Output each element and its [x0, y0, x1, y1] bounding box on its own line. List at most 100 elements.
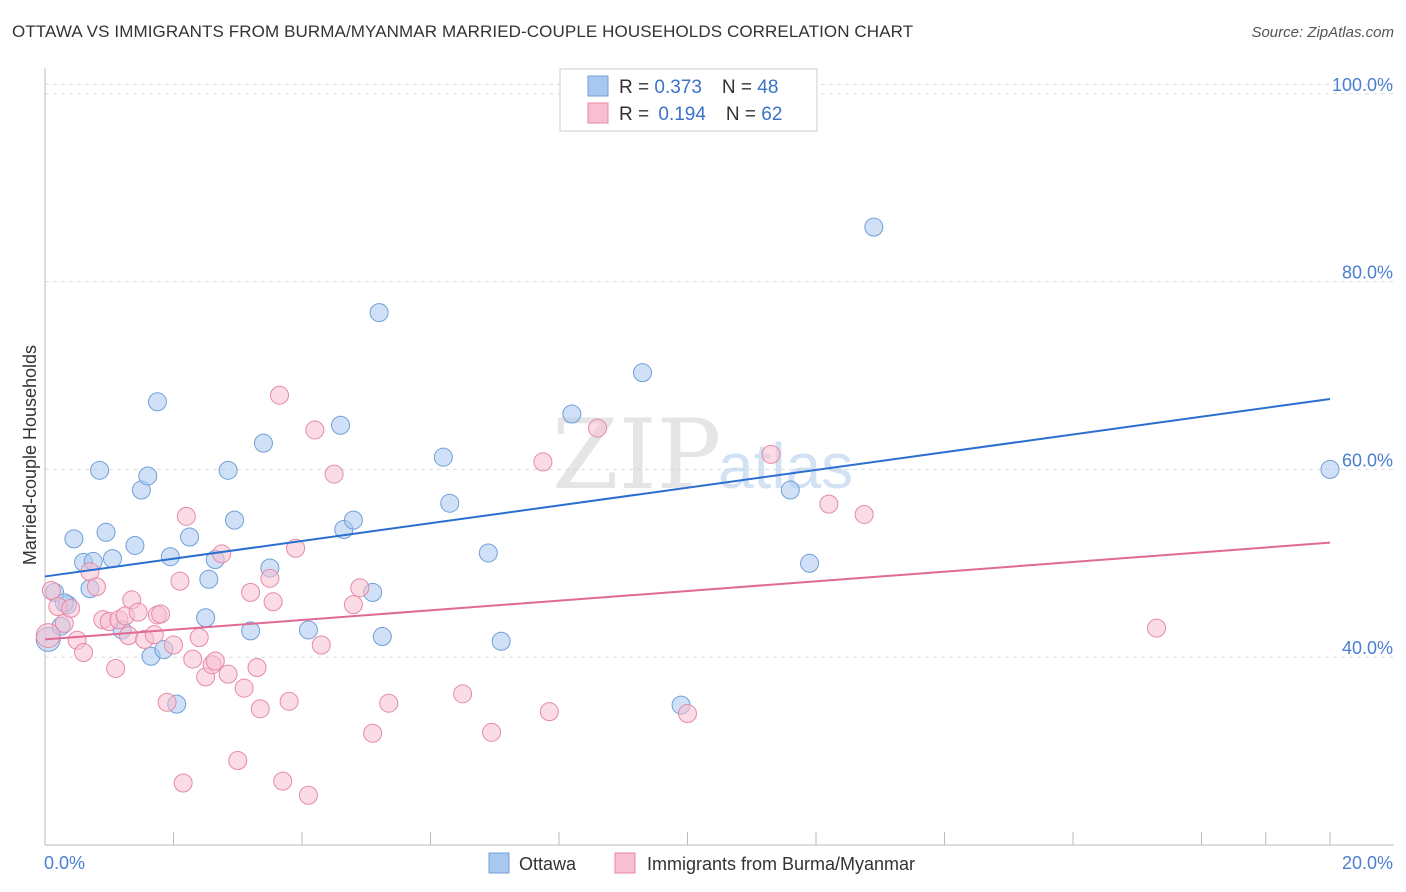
burma-point [539, 702, 559, 722]
burma-point [260, 568, 280, 588]
burma-point [1147, 618, 1167, 638]
source-credit: Source: ZipAtlas.com [1251, 24, 1394, 41]
burma-point [273, 771, 293, 791]
burma-point [482, 722, 502, 742]
burma-point [279, 691, 299, 711]
burma-point [588, 418, 608, 438]
ottawa-point [96, 522, 116, 542]
legend-swatch-ottawa [587, 75, 609, 97]
burma-point [86, 577, 106, 597]
legend-row-burma: R = 0.194 N = 62 [619, 104, 782, 125]
ottawa-point [864, 217, 884, 237]
ottawa-point [562, 404, 582, 424]
legend-r-label: R = [619, 104, 654, 125]
ottawa-point [180, 527, 200, 547]
legend-n-value: 48 [757, 77, 778, 98]
ottawa-point [218, 460, 238, 480]
burma-point [305, 420, 325, 440]
burma-point [343, 595, 363, 615]
y-tick-label: 40.0% [1342, 638, 1393, 658]
burma-point [228, 750, 248, 770]
ottawa-point [800, 553, 820, 573]
bottom-legend-swatch-ottawa [488, 852, 510, 874]
burma-point [234, 678, 254, 698]
series-burma-points [35, 385, 1167, 805]
ottawa-point [343, 510, 363, 530]
ottawa-point [298, 620, 318, 640]
ottawa-point [1320, 459, 1340, 479]
burma-point [311, 635, 331, 655]
trend-lines [44, 397, 1331, 641]
ottawa-point [225, 510, 245, 530]
legend-swatch-burma [587, 102, 609, 124]
x-axis-ticks [44, 832, 1331, 845]
y-tick-label: 100.0% [1332, 75, 1393, 95]
burma-point [218, 664, 238, 684]
burma-point [350, 578, 370, 598]
burma-point [270, 385, 290, 405]
legend-r-value: 0.373 [654, 77, 702, 98]
legend-n-value: 62 [761, 104, 782, 125]
ottawa-point [125, 535, 145, 555]
burma-point [128, 602, 148, 622]
burma-point [106, 658, 126, 678]
y-tick-label: 60.0% [1342, 450, 1393, 470]
bottom-legend-label-ottawa: Ottawa [519, 854, 577, 874]
burma-point [183, 649, 203, 669]
legend-r-label: R = [619, 77, 654, 98]
ottawa-point [780, 480, 800, 500]
burma-point [533, 452, 553, 472]
x-tick-label-min: 0.0% [44, 853, 85, 873]
burma-point [324, 464, 344, 484]
burma-point [144, 625, 164, 645]
burma-point [35, 623, 61, 649]
ottawa-point [369, 303, 389, 323]
burma-point [363, 723, 383, 743]
burma-point [41, 581, 61, 601]
burma-point [205, 651, 225, 671]
ottawa-point [160, 547, 180, 567]
ottawa-point [102, 549, 122, 569]
burma-point [173, 773, 193, 793]
ottawa-point [90, 460, 110, 480]
ottawa-point [478, 543, 498, 563]
ottawa-point [147, 392, 167, 412]
ottawa-point [253, 433, 273, 453]
legend-n-label: N = [726, 104, 761, 125]
legend-row-ottawa: R = 0.373 N = 48 [619, 77, 778, 98]
ottawa-point [433, 447, 453, 467]
burma-point [819, 494, 839, 514]
bottom-legend: Ottawa Immigrants from Burma/Myanmar [488, 852, 915, 874]
burma-point [854, 504, 874, 524]
burma-point [678, 704, 697, 724]
burma-point [453, 684, 473, 704]
legend: R = 0.373 N = 48 R = 0.194 N = 62 [559, 68, 818, 132]
burma-point [74, 643, 94, 662]
burma-point [176, 506, 196, 526]
burma-point [164, 635, 183, 655]
ottawa-point [331, 415, 351, 435]
y-tick-label: 80.0% [1342, 263, 1393, 283]
burma-point [119, 626, 139, 646]
x-tick-label-max: 20.0% [1342, 853, 1393, 873]
gridlines [45, 83, 1394, 658]
burma-point [286, 538, 306, 558]
ottawa-point [372, 627, 392, 647]
burma-point [61, 598, 81, 618]
burma-point [298, 785, 318, 805]
burma-point [247, 658, 267, 678]
burma-point [189, 627, 209, 647]
y-axis-label: Married-couple Households [20, 345, 40, 565]
burma-point [157, 692, 177, 712]
burma-point [761, 444, 781, 464]
ottawa-point [138, 466, 158, 486]
y-tick-labels: 40.0% 60.0% 80.0% 100.0% [1332, 75, 1393, 658]
ottawa-point [196, 608, 216, 628]
bottom-legend-label-burma: Immigrants from Burma/Myanmar [647, 854, 915, 874]
ottawa-point [440, 493, 460, 513]
ottawa-point [199, 569, 219, 589]
ottawa-point [64, 529, 84, 549]
legend-r-value: 0.194 [658, 104, 706, 125]
bottom-legend-swatch-burma [614, 852, 636, 874]
